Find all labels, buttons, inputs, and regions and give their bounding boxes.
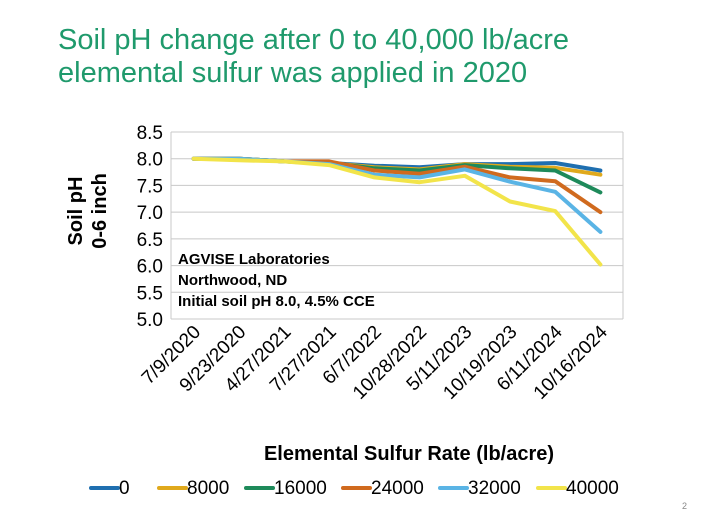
legend: 0 8000 16000 24000 32000 40000 bbox=[89, 478, 619, 499]
y-tick-label: 8.5 bbox=[137, 123, 163, 144]
y-axis-label-line-1: Soil pH bbox=[65, 177, 87, 246]
gridlines bbox=[170, 131, 624, 320]
y-tick-label: 5.0 bbox=[137, 310, 163, 331]
annotation-line-3: Initial soil pH 8.0, 4.5% CCE bbox=[178, 293, 375, 310]
annotation-line-2: Northwood, ND bbox=[178, 272, 287, 289]
chart-annotation: AGVISE Laboratories Northwood, ND Initia… bbox=[178, 251, 375, 310]
series-line-40000 bbox=[191, 156, 603, 267]
legend-label-0: 0 bbox=[119, 478, 130, 499]
legend-label-16000: 16000 bbox=[274, 478, 327, 499]
y-tick-label: 6.5 bbox=[137, 230, 163, 251]
slide-title: Soil pH change after 0 to 40,000 lb/acre… bbox=[58, 24, 678, 90]
y-tick-label: 8.0 bbox=[137, 150, 163, 171]
legend-label-8000: 8000 bbox=[187, 478, 229, 499]
series-lines bbox=[191, 156, 603, 267]
legend-label-32000: 32000 bbox=[468, 478, 521, 499]
y-tick-label: 5.5 bbox=[137, 283, 163, 304]
x-axis-label: Elemental Sulfur Rate (lb/acre) bbox=[264, 443, 554, 465]
y-tick-label: 6.0 bbox=[137, 257, 163, 278]
y-axis-label-line-2: 0-6 inch bbox=[89, 173, 111, 249]
title-line-2: elemental sulfur was applied in 2020 bbox=[58, 57, 528, 89]
y-tick-label: 7.5 bbox=[137, 176, 163, 197]
slide-number: 2 bbox=[681, 501, 687, 511]
y-tick-label: 7.0 bbox=[137, 203, 163, 224]
y-axis-ticks: 8.5 8.0 7.5 7.0 6.5 6.0 5.5 5.0 bbox=[137, 123, 163, 331]
legend-label-24000: 24000 bbox=[371, 478, 424, 499]
annotation-line-1: AGVISE Laboratories bbox=[178, 251, 330, 268]
title-line-1: Soil pH change after 0 to 40,000 lb/acre bbox=[58, 24, 570, 56]
x-axis-ticks: 7/9/20209/23/20204/27/20217/27/20216/7/2… bbox=[138, 321, 612, 403]
legend-label-40000: 40000 bbox=[566, 478, 619, 499]
